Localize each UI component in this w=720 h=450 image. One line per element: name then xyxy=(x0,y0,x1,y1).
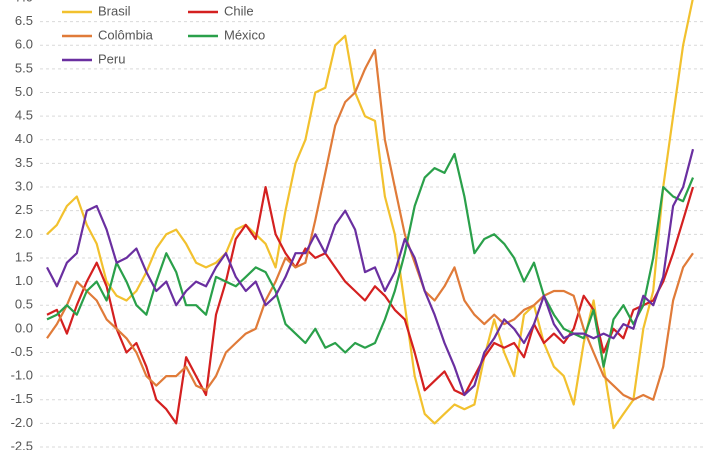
y-tick-label: 5.5 xyxy=(15,60,33,75)
series-line xyxy=(46,186,695,425)
series-line xyxy=(46,0,694,430)
y-tick-label: 0.0 xyxy=(15,320,33,335)
legend-label: Peru xyxy=(98,51,125,66)
legend-label: México xyxy=(224,27,265,42)
y-tick-label: -1.5 xyxy=(11,391,33,406)
legend-label: Brasil xyxy=(98,3,131,18)
y-tick-label: -1.0 xyxy=(11,368,33,383)
y-tick-label: 3.0 xyxy=(15,178,33,193)
y-tick-label: 2.5 xyxy=(15,202,33,217)
y-tick-label: 4.5 xyxy=(15,108,33,123)
y-tick-label: 1.0 xyxy=(15,273,33,288)
y-tick-label: 7.0 xyxy=(15,0,33,4)
y-tick-label: -2.5 xyxy=(11,438,33,450)
y-tick-label: 6.0 xyxy=(15,37,33,52)
y-tick-label: -0.5 xyxy=(11,344,33,359)
y-tick-label: -2.0 xyxy=(11,415,33,430)
y-tick-label: 2.0 xyxy=(15,226,33,241)
y-tick-label: 1.5 xyxy=(15,249,33,264)
y-tick-label: 3.5 xyxy=(15,155,33,170)
y-tick-label: 6.5 xyxy=(15,13,33,28)
legend-label: Chile xyxy=(224,3,254,18)
y-tick-label: 4.0 xyxy=(15,131,33,146)
series-line xyxy=(46,48,694,401)
y-tick-label: 0.5 xyxy=(15,297,33,312)
series-line xyxy=(46,152,695,368)
y-tick-label: 5.0 xyxy=(15,84,33,99)
legend-label: Colômbia xyxy=(98,27,154,42)
series-line xyxy=(46,148,695,397)
